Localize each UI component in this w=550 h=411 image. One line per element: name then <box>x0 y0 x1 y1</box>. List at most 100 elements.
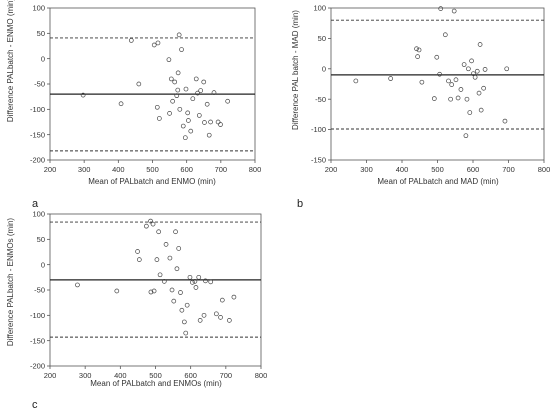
data-point <box>193 76 199 82</box>
panel-c: Difference PALbatch - ENMOs (min) Mean o… <box>6 210 267 411</box>
y-tick-label: -150 <box>311 156 326 165</box>
data-point <box>190 280 195 285</box>
data-point <box>446 78 451 84</box>
data-point <box>172 79 178 85</box>
y-tick-label: -200 <box>30 362 45 371</box>
x-tick-label: 500 <box>149 371 162 380</box>
data-point <box>155 40 161 46</box>
data-point <box>183 86 189 92</box>
data-point <box>167 111 172 116</box>
x-tick-label: 200 <box>44 371 57 380</box>
data-point <box>163 242 169 247</box>
x-axis-label: Mean of PALbatch and MAD (min) <box>377 177 499 186</box>
y-tick-label: -150 <box>30 336 45 345</box>
x-tick-label: 800 <box>249 165 262 174</box>
data-point <box>174 93 180 99</box>
y-axis-label: Difference PAL batch - MAD (min) <box>291 10 300 130</box>
data-point <box>187 274 193 280</box>
data-point <box>202 120 207 125</box>
data-point <box>75 282 80 288</box>
data-point <box>118 101 124 107</box>
data-point <box>148 218 153 224</box>
x-tick-label: 800 <box>255 371 268 380</box>
x-axis-label: Mean of PALbatch and ENMOs (min) <box>90 379 222 388</box>
data-point <box>218 122 223 127</box>
data-point <box>128 38 134 43</box>
panel-letter: b <box>297 198 303 210</box>
data-point <box>169 287 175 293</box>
data-point <box>196 274 202 280</box>
panel-a: Difference PALbatch - ENMO (min) Mean of… <box>6 0 261 210</box>
x-axis-label: Mean of PALbatch and ENMO (min) <box>88 177 216 186</box>
y-tick-label: 50 <box>37 235 45 244</box>
data-point <box>477 42 483 47</box>
data-point <box>469 58 474 64</box>
data-point <box>442 32 448 38</box>
x-tick-label: 200 <box>325 165 338 174</box>
data-point <box>196 113 202 118</box>
y-tick-label: -200 <box>30 156 45 165</box>
data-point <box>156 229 162 235</box>
panel-letter: c <box>32 399 38 411</box>
data-point <box>215 119 221 125</box>
data-point <box>449 82 455 87</box>
data-point <box>208 279 214 285</box>
data-point <box>186 118 191 123</box>
data-point <box>219 297 225 303</box>
data-point <box>482 67 488 72</box>
panel-b: Difference PAL batch - MAD (min) Mean of… <box>291 4 550 210</box>
y-tick-label: 50 <box>37 29 45 38</box>
data-point <box>154 104 160 110</box>
data-point <box>193 285 199 290</box>
data-point <box>183 330 189 336</box>
y-tick-label: -100 <box>30 105 45 114</box>
y-tick-label: -100 <box>30 311 45 320</box>
data-point <box>415 54 420 59</box>
x-tick-label: 600 <box>467 165 480 174</box>
data-point <box>177 106 183 112</box>
data-point <box>414 46 419 52</box>
data-point <box>166 57 172 63</box>
y-tick-label: 0 <box>41 54 45 63</box>
data-point <box>157 272 163 278</box>
data-point <box>176 246 182 251</box>
data-point <box>179 47 184 52</box>
x-tick-label: 600 <box>180 165 193 174</box>
data-point <box>504 66 510 72</box>
data-point <box>204 101 210 107</box>
data-point <box>455 95 461 101</box>
data-point <box>136 257 142 262</box>
y-axis-label: Difference PALbatch - ENMO (min) <box>6 0 15 122</box>
data-point <box>190 96 196 102</box>
data-point <box>502 118 508 124</box>
data-point <box>201 312 207 318</box>
x-tick-label: 400 <box>114 371 127 380</box>
data-point <box>388 76 393 81</box>
data-point <box>225 98 231 104</box>
data-point <box>184 302 190 308</box>
data-point <box>195 90 200 96</box>
plot-area <box>49 7 256 161</box>
y-tick-label: -50 <box>34 80 45 89</box>
data-point <box>231 294 237 300</box>
data-point <box>156 116 162 121</box>
x-tick-label: 300 <box>79 371 92 380</box>
data-point <box>80 92 86 98</box>
x-tick-label: 700 <box>215 165 228 174</box>
data-point <box>213 311 219 317</box>
data-point <box>467 110 473 115</box>
data-point <box>463 133 469 139</box>
y-tick-label: 0 <box>41 260 45 269</box>
y-tick-label: 100 <box>313 4 326 13</box>
data-point <box>437 71 442 77</box>
data-point <box>478 107 484 113</box>
data-point <box>188 128 194 134</box>
plot-area <box>330 7 545 161</box>
y-tick-label: -100 <box>311 125 326 134</box>
data-point <box>476 90 482 96</box>
x-tick-label: 700 <box>502 165 515 174</box>
x-tick-label: 700 <box>220 371 233 380</box>
data-point <box>135 249 140 254</box>
data-point <box>434 54 440 60</box>
data-point <box>474 68 480 74</box>
